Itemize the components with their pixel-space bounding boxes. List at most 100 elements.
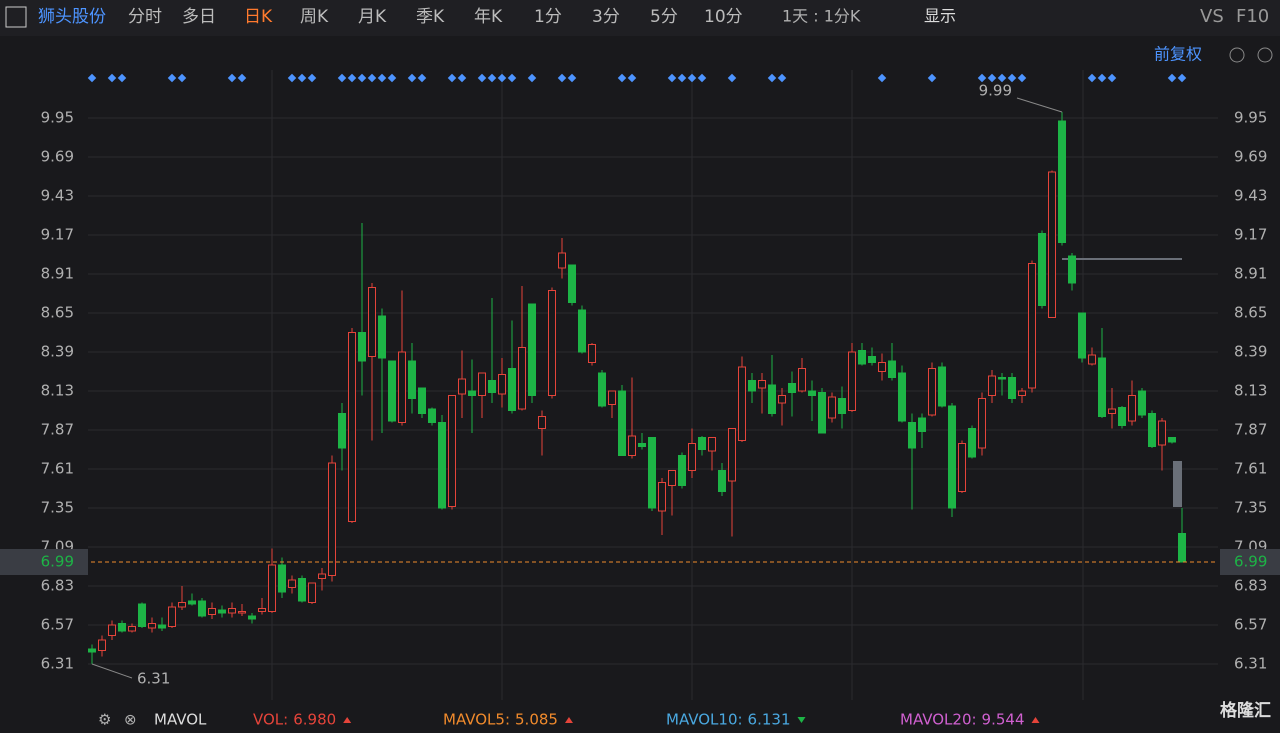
candle-body <box>428 408 436 423</box>
candle-body <box>878 362 886 372</box>
y-tick-label-right: 8.65 <box>1234 304 1267 322</box>
candle-body <box>1098 357 1106 417</box>
vs-button[interactable]: VS <box>1200 6 1224 27</box>
candle-body <box>1118 407 1126 426</box>
candle-body <box>1178 533 1186 563</box>
candle-body <box>788 383 796 393</box>
candle-body <box>98 639 106 651</box>
tab[interactable]: 日K <box>244 7 273 27</box>
stock-name[interactable]: 狮头股份 <box>38 7 106 27</box>
candle-body <box>488 380 496 393</box>
y-tick-label: 8.39 <box>41 343 74 361</box>
candle-body <box>328 462 336 576</box>
candle-body <box>338 413 346 449</box>
candle-body <box>1088 354 1096 365</box>
y-tick-label: 7.87 <box>41 421 74 439</box>
display-button[interactable]: 显示 <box>924 7 956 26</box>
last-price-box-right <box>1220 549 1280 575</box>
event-marker <box>297 73 307 83</box>
y-tick-label: 6.83 <box>41 577 74 595</box>
candle-body <box>128 626 136 632</box>
tab[interactable]: 年K <box>474 7 503 27</box>
event-marker <box>387 73 397 83</box>
menu-icon[interactable] <box>5 6 27 28</box>
y-tick-label: 9.95 <box>41 109 74 127</box>
tab[interactable]: 10分 <box>704 7 743 27</box>
y-tick-label-right: 7.61 <box>1234 460 1267 478</box>
event-marker <box>107 73 117 83</box>
candle-body <box>498 374 506 395</box>
event-marker <box>377 73 387 83</box>
event-marker <box>177 73 187 83</box>
last-price-label-right: 6.99 <box>1234 553 1267 571</box>
candle-body <box>208 608 216 615</box>
event-marker <box>477 73 487 83</box>
indicator-value: 9.544 <box>982 711 1025 729</box>
indicator-value: 6.980 <box>293 711 336 729</box>
low-pointer <box>91 663 133 679</box>
candle-body <box>918 417 926 432</box>
candle-body <box>848 351 856 411</box>
candle-body <box>978 398 986 449</box>
indicator-label: MAVOL20: <box>900 711 977 729</box>
settings-icon[interactable]: ⚙ <box>98 711 111 729</box>
candle-body <box>228 608 236 614</box>
candle-body <box>1038 233 1046 306</box>
tab[interactable]: 3分 <box>592 7 620 27</box>
event-marker <box>367 73 377 83</box>
event-marker <box>357 73 367 83</box>
y-tick-label-right: 8.91 <box>1234 265 1267 283</box>
candle-body <box>358 332 366 362</box>
y-tick-label: 6.57 <box>41 616 74 634</box>
tab[interactable]: 多日 <box>182 7 216 27</box>
tab[interactable]: 季K <box>416 7 445 27</box>
period-select[interactable]: 1天 : 1分K <box>782 7 861 26</box>
candle-body <box>1018 390 1026 396</box>
tab[interactable]: 1分 <box>534 7 562 27</box>
candle-body <box>388 360 396 422</box>
tab[interactable]: 月K <box>358 7 387 27</box>
logo: 格隆汇 <box>1220 700 1271 721</box>
tab[interactable]: 5分 <box>650 7 678 27</box>
indicator-label: VOL: <box>253 711 288 729</box>
candle-body <box>688 443 696 471</box>
candle-body <box>908 422 916 449</box>
event-marker <box>117 73 127 83</box>
candle-body <box>198 600 206 617</box>
indicator-value: 5.085 <box>515 711 558 729</box>
f10-button[interactable]: F10 <box>1236 6 1269 27</box>
candle-body <box>368 287 376 357</box>
candle-body <box>398 351 406 423</box>
y-tick-label-right: 8.13 <box>1234 382 1267 400</box>
candle-body <box>598 372 606 407</box>
event-marker <box>487 73 497 83</box>
adjust-button[interactable]: 前复权 <box>1154 45 1202 64</box>
candle-body <box>988 375 996 396</box>
gap-line <box>1062 258 1182 260</box>
reset-icon[interactable] <box>1229 47 1245 63</box>
candle-body <box>318 573 326 579</box>
candle-body <box>278 564 286 593</box>
candle-body <box>108 624 116 636</box>
y-tick-label: 9.17 <box>41 226 74 244</box>
candle-body <box>118 623 126 632</box>
zoom-out-icon[interactable] <box>1257 47 1273 63</box>
candle-body <box>798 368 806 392</box>
candle-body <box>418 387 426 414</box>
last-price-label: 6.99 <box>41 553 74 571</box>
tab[interactable]: 分时 <box>128 7 162 27</box>
candle-body <box>1108 408 1116 414</box>
candle-body <box>528 303 536 396</box>
y-tick-label: 6.31 <box>41 655 74 673</box>
candle-body <box>298 578 306 602</box>
candle-body <box>1138 390 1146 416</box>
close-icon[interactable]: ⊗ <box>124 711 137 729</box>
tab[interactable]: 周K <box>300 7 329 27</box>
candle-body <box>748 380 756 392</box>
indicator-name[interactable]: MAVOL <box>154 711 207 729</box>
candle-body <box>768 384 776 414</box>
candle-body <box>858 350 866 365</box>
candle-body <box>738 366 746 441</box>
event-marker <box>167 73 177 83</box>
